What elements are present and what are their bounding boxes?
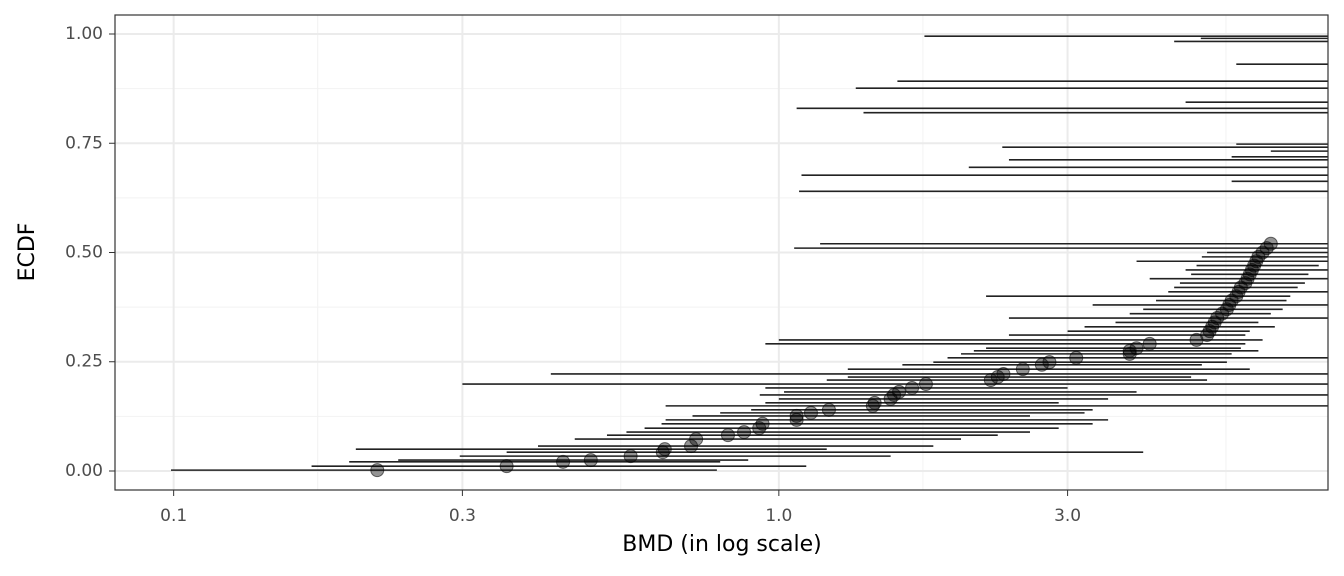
point [996,366,1011,381]
point [1042,355,1057,370]
point [918,377,933,392]
point [499,459,514,474]
point [755,416,770,431]
point [556,454,571,469]
point [689,432,704,447]
x-tick-label: 0.3 [449,506,476,526]
point [1205,319,1220,334]
point [583,453,598,468]
point [370,463,385,478]
x-tick-label: 3.0 [1054,506,1081,526]
y-tick-label: 0.75 [65,133,103,153]
plot-border [114,14,1329,491]
x-axis-title: BMD (in log scale) [622,532,821,557]
point [1015,362,1030,377]
point [737,425,752,440]
point [1069,350,1084,365]
plot-area [171,35,1328,478]
point [657,442,672,457]
y-tick-label: 0.25 [65,352,103,372]
point [1263,236,1278,251]
point [789,412,804,427]
point [1034,357,1049,372]
point [983,373,998,388]
point [1202,324,1217,339]
y-tick-label: 0.00 [65,461,103,481]
point [1142,336,1157,351]
point [892,384,907,399]
point [1129,341,1144,356]
point [1200,328,1215,343]
point [821,402,836,417]
point [905,380,920,395]
y-tick-label: 1.00 [65,24,103,44]
point [720,428,735,443]
point [867,395,882,410]
y-axis-title: ECDF [15,223,40,282]
y-tick-label: 0.50 [65,243,103,263]
point [803,405,818,420]
point [623,449,638,464]
x-tick-label: 0.1 [160,506,187,526]
point [789,408,804,423]
point [684,439,699,454]
point [1259,241,1274,256]
x-tick-label: 1.0 [765,506,792,526]
